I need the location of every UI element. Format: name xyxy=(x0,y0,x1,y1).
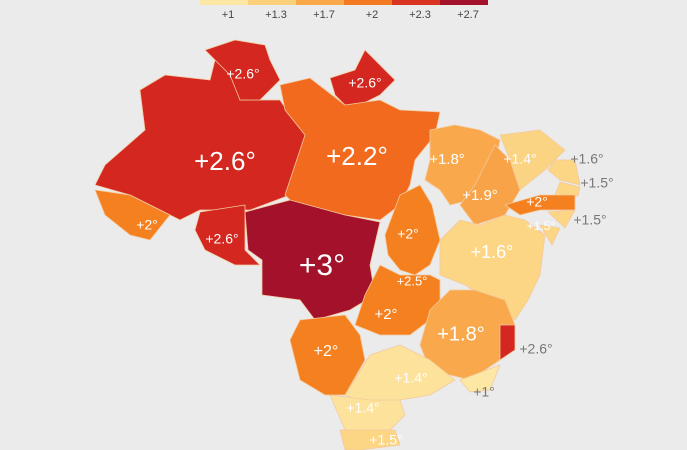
state-label: +1.5° xyxy=(580,175,613,191)
state-label: +1.8° xyxy=(429,151,465,168)
state-label: +1.9° xyxy=(462,187,498,204)
state-label: +1° xyxy=(473,384,495,400)
state-label: +2.6° xyxy=(519,341,552,357)
state-region xyxy=(547,159,581,186)
state-region xyxy=(439,214,546,321)
legend-label: +2 xyxy=(366,9,379,21)
state-label: +1.4° xyxy=(394,370,427,386)
state-region xyxy=(204,39,281,101)
state-label: +2° xyxy=(374,306,397,323)
state-region xyxy=(339,429,401,450)
legend-swatch xyxy=(440,0,488,5)
state-label: +2.6° xyxy=(194,146,256,176)
state-label: +1.4° xyxy=(346,400,379,416)
state-label: +1.6° xyxy=(471,242,514,262)
legend-label: +1.7 xyxy=(313,9,335,21)
state-label: +2° xyxy=(397,226,419,242)
state-region xyxy=(539,224,561,246)
legend-label: +2.7 xyxy=(457,9,479,21)
legend-label: +2.3 xyxy=(409,9,431,21)
state-label: +2.5° xyxy=(397,273,428,288)
state-label: +2° xyxy=(136,217,158,233)
legend-label: +1.3 xyxy=(265,9,287,21)
state-label: +3° xyxy=(299,249,345,282)
legend-swatch xyxy=(200,0,248,5)
legend-label: +1 xyxy=(222,9,235,21)
state-region xyxy=(499,324,516,361)
state-region xyxy=(94,189,171,241)
state-label: +2.6° xyxy=(348,75,381,91)
state-label: +1.5° xyxy=(573,212,606,228)
state-label: +1.6° xyxy=(570,151,603,167)
legend-swatch xyxy=(296,0,344,5)
state-region xyxy=(459,364,501,393)
state-label: +1.5° xyxy=(369,432,402,448)
state-region xyxy=(554,181,581,197)
state-region xyxy=(279,77,441,221)
state-label: +2° xyxy=(314,343,339,360)
state-label: +2.6° xyxy=(226,66,259,82)
state-label: +2° xyxy=(526,194,548,210)
state-label: +2.2° xyxy=(326,141,388,171)
state-label: +1.4° xyxy=(503,151,536,167)
state-label: +1.5° xyxy=(527,219,556,233)
state-label: +1.8° xyxy=(437,323,484,345)
state-region xyxy=(384,184,441,276)
legend-swatch xyxy=(248,0,296,5)
state-region xyxy=(547,209,576,229)
legend-swatch xyxy=(392,0,440,5)
state-label: +2.6° xyxy=(205,231,238,247)
state-region xyxy=(499,129,566,191)
state-region xyxy=(329,49,396,111)
state-region xyxy=(244,199,381,321)
legend-swatch xyxy=(344,0,392,5)
